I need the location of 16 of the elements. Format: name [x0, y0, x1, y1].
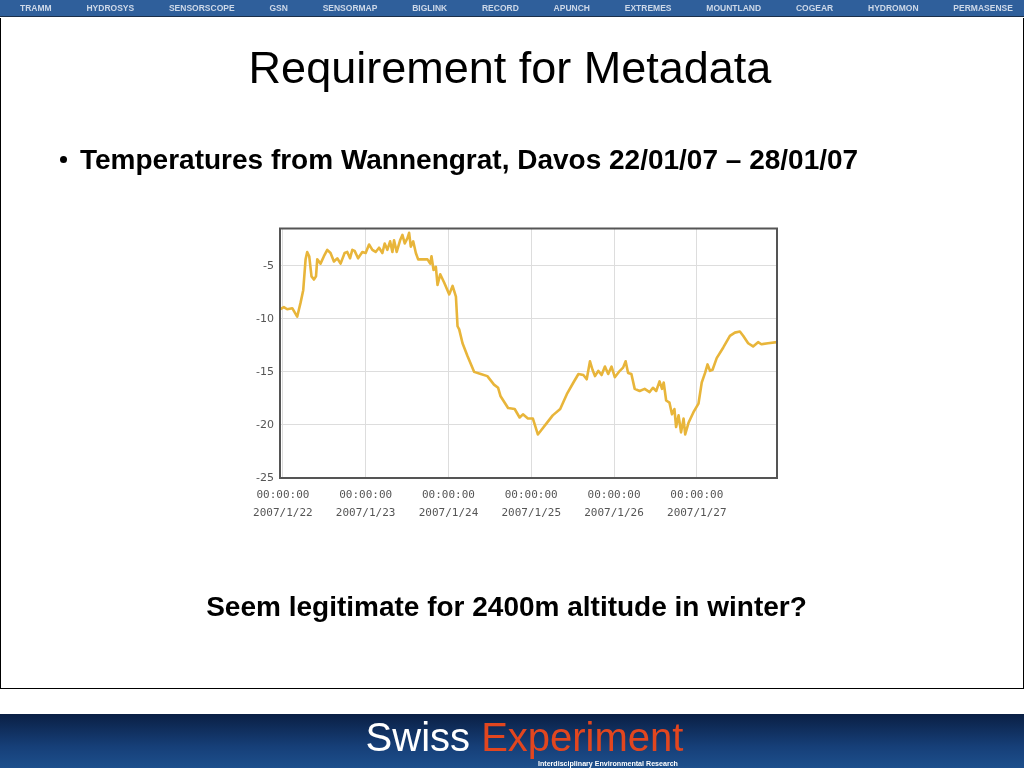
- y-tick-label: -20: [256, 417, 274, 431]
- x-tick-label: 00:00:00 2007/1/26: [584, 487, 644, 520]
- navigation-menu: TRAMM HYDROSYS SENSORSCOPE GSN SENSORMAP BIGLINK RECORD APUNCH EXTREMES MOUNTLAND COGEAR HYDROMON PERMASENSE: [0, 0, 1024, 17]
- y-tick-label: -15: [256, 364, 274, 378]
- y-tick-label: -10: [256, 311, 274, 325]
- chart-subtitle: Temperatures from Wannengrat, Davos 22/01/07 – 28/01/07: [80, 144, 859, 176]
- text: Seem legitimate for 2400m altitude in winter?: [205, 591, 808, 623]
- chart-title: Requirement for Metadata: [247, 41, 773, 95]
- x-tick-label: 00:00:00 2007/1/22: [253, 487, 313, 520]
- x-tick-label: 00:00:00 2007/1/23: [335, 487, 396, 520]
- text: Swiss Experiment: [365, 715, 684, 759]
- x-tick-label: 00:00:00 2007/1/27: [667, 487, 727, 520]
- y-tick-label: -5: [263, 258, 274, 272]
- y-tick-label: -25: [256, 470, 274, 484]
- x-tick-label: 00:00:00 2007/1/24: [418, 487, 479, 520]
- x-tick-label: 00:00:00 2007/1/25: [501, 487, 562, 520]
